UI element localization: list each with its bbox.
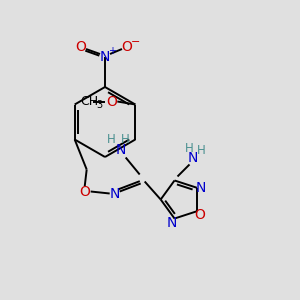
Text: H: H (121, 133, 130, 146)
Text: 3: 3 (96, 100, 102, 110)
Text: H: H (185, 142, 194, 155)
Text: O: O (194, 208, 205, 222)
Text: O: O (122, 40, 132, 54)
Text: N: N (187, 152, 198, 166)
Text: CH: CH (80, 95, 98, 108)
Text: +: + (108, 46, 116, 56)
Text: O: O (106, 94, 117, 109)
Text: H: H (197, 144, 206, 157)
Text: O: O (79, 184, 90, 199)
Text: O: O (76, 40, 86, 54)
Text: N: N (196, 181, 206, 195)
Text: −: − (131, 37, 141, 47)
Text: H: H (107, 133, 116, 146)
Text: N: N (110, 188, 120, 202)
Text: N: N (100, 50, 110, 64)
Text: N: N (116, 142, 126, 157)
Text: N: N (166, 215, 177, 230)
